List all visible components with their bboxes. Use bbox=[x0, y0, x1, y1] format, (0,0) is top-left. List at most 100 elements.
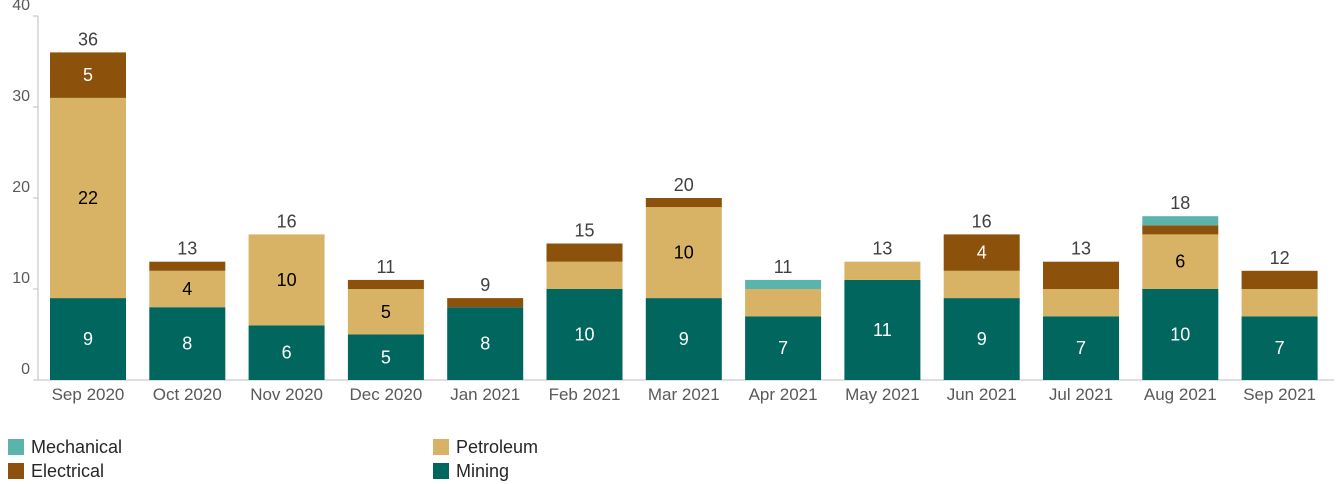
bar-segment-electrical bbox=[1241, 270, 1318, 289]
total-data-label: 11 bbox=[377, 257, 396, 277]
bar-segment-mining bbox=[1043, 316, 1119, 380]
bar-segment-electrical bbox=[1043, 261, 1119, 289]
legend-label: Electrical bbox=[31, 460, 105, 481]
x-tick-label: Sep 2021 bbox=[1243, 385, 1316, 404]
segment-data-label: 10 bbox=[574, 325, 594, 345]
bar-segment-mining bbox=[645, 298, 722, 380]
x-tick-label: Sep 2020 bbox=[52, 385, 125, 404]
x-tick-label: Jun 2021 bbox=[947, 385, 1017, 404]
y-tick-label: 40 bbox=[12, 0, 30, 14]
legend-label: Mechanical bbox=[31, 436, 123, 457]
segment-data-label: 9 bbox=[83, 329, 93, 349]
bar-segment-electrical bbox=[645, 198, 722, 208]
bar-segment-mining bbox=[1241, 316, 1318, 380]
segment-data-label: 5 bbox=[381, 302, 391, 322]
bar-segment-petroleum bbox=[745, 289, 822, 317]
segment-data-label: 7 bbox=[778, 338, 788, 358]
total-data-label: 18 bbox=[1170, 193, 1190, 213]
x-tick-label: Aug 2021 bbox=[1144, 385, 1217, 404]
bar-segment-mining bbox=[546, 289, 623, 380]
x-tick-label: Jul 2021 bbox=[1049, 385, 1113, 404]
segment-data-label: 10 bbox=[1170, 325, 1190, 345]
x-tick-label: Nov 2020 bbox=[250, 385, 323, 404]
segment-data-label: 10 bbox=[277, 270, 297, 290]
total-data-label: 20 bbox=[674, 175, 694, 195]
legend-swatch bbox=[433, 463, 449, 479]
legend-swatch bbox=[8, 463, 24, 479]
segment-data-label: 5 bbox=[83, 65, 93, 85]
segment-data-label: 6 bbox=[282, 343, 292, 363]
bar-segment-mechanical bbox=[1142, 216, 1219, 226]
stacked-bar-chart: 0 10 20 30 40 9 22 5 36 Sep 2020 8 4 13 Oct 2020 6 10 1… bbox=[12, 0, 1334, 404]
x-tick-label: Apr 2021 bbox=[749, 385, 818, 404]
bar-segment-electrical bbox=[546, 243, 623, 262]
bar-segment-petroleum bbox=[149, 270, 226, 308]
segment-data-label: 22 bbox=[78, 188, 98, 208]
bar-segment-petroleum bbox=[1241, 289, 1318, 317]
legend-item-electrical: Electrical bbox=[8, 460, 104, 482]
bar-segment-electrical bbox=[1142, 225, 1219, 235]
bar-segment-electrical bbox=[447, 298, 524, 308]
legend-item-petroleum: Petroleum bbox=[433, 436, 538, 458]
bar-segment-mining bbox=[943, 298, 1020, 380]
segment-data-label: 9 bbox=[977, 329, 987, 349]
total-data-label: 12 bbox=[1270, 248, 1290, 268]
legend-label: Mining bbox=[456, 460, 510, 481]
segment-data-label: 11 bbox=[873, 320, 892, 340]
segment-data-label: 8 bbox=[480, 334, 490, 354]
segment-data-label: 10 bbox=[674, 243, 694, 263]
x-tick-label: Feb 2021 bbox=[549, 385, 621, 404]
y-tick-label: 20 bbox=[12, 179, 30, 196]
segment-data-label: 4 bbox=[182, 279, 192, 299]
bar-segment-petroleum bbox=[943, 270, 1020, 299]
bar-segment-mechanical bbox=[745, 279, 822, 289]
bar-segment-electrical bbox=[347, 279, 424, 289]
total-data-label: 16 bbox=[972, 211, 992, 231]
segment-data-label: 8 bbox=[182, 334, 192, 354]
y-tick-label: 0 bbox=[21, 361, 30, 378]
bar-segment-electrical bbox=[943, 234, 1020, 271]
segment-data-label: 7 bbox=[1076, 338, 1086, 358]
total-data-label: 13 bbox=[177, 239, 197, 259]
bar-segment-mining bbox=[248, 325, 325, 380]
total-data-label: 13 bbox=[1071, 239, 1091, 259]
bar-segment-mining bbox=[347, 334, 424, 380]
total-data-label: 9 bbox=[480, 275, 490, 295]
total-data-label: 36 bbox=[78, 29, 98, 49]
legend-label: Petroleum bbox=[456, 436, 539, 457]
legend-item-mechanical: Mechanical bbox=[8, 436, 122, 458]
bar-segment-mining bbox=[844, 279, 921, 380]
x-tick-label: May 2021 bbox=[845, 385, 920, 404]
bar-segment-petroleum bbox=[248, 234, 325, 326]
bars bbox=[50, 52, 1318, 380]
y-tick-label: 10 bbox=[12, 270, 30, 287]
bar-segment-electrical bbox=[50, 52, 126, 98]
x-tick-label: Dec 2020 bbox=[350, 385, 423, 404]
bar-segment-mining bbox=[447, 307, 524, 380]
bar-segment-mining bbox=[1142, 289, 1219, 380]
total-data-label: 11 bbox=[774, 257, 793, 277]
bar-segment-petroleum bbox=[645, 207, 722, 299]
bar-segment-petroleum bbox=[1043, 289, 1119, 317]
segment-data-label: 4 bbox=[977, 243, 987, 263]
legend-swatch bbox=[433, 439, 449, 455]
segment-data-label: 5 bbox=[381, 347, 391, 367]
total-data-label: 13 bbox=[872, 239, 892, 259]
segment-data-label: 7 bbox=[1275, 338, 1285, 358]
labels: 9 22 5 36 Sep 2020 8 4 13 Oct 2020 6 10 16 Nov 2020 5… bbox=[52, 29, 1316, 404]
total-data-label: 16 bbox=[277, 211, 297, 231]
bar-segment-mining bbox=[149, 307, 226, 380]
bar-segment-petroleum bbox=[1142, 234, 1219, 289]
x-tick-label: Mar 2021 bbox=[648, 385, 720, 404]
x-tick-label: Oct 2020 bbox=[153, 385, 222, 404]
legend-item-mining: Mining bbox=[433, 460, 509, 482]
legend-swatch bbox=[8, 439, 24, 455]
total-data-label: 15 bbox=[574, 221, 594, 241]
bar-segment-petroleum bbox=[50, 97, 126, 299]
bar-segment-petroleum bbox=[844, 261, 921, 280]
legend: Mechanical Electrical Petroleum Mining bbox=[8, 436, 888, 484]
bar-segment-mining bbox=[745, 316, 822, 380]
bar-segment-petroleum bbox=[347, 289, 424, 335]
segment-data-label: 9 bbox=[679, 329, 689, 349]
bar-segment-petroleum bbox=[546, 261, 623, 289]
